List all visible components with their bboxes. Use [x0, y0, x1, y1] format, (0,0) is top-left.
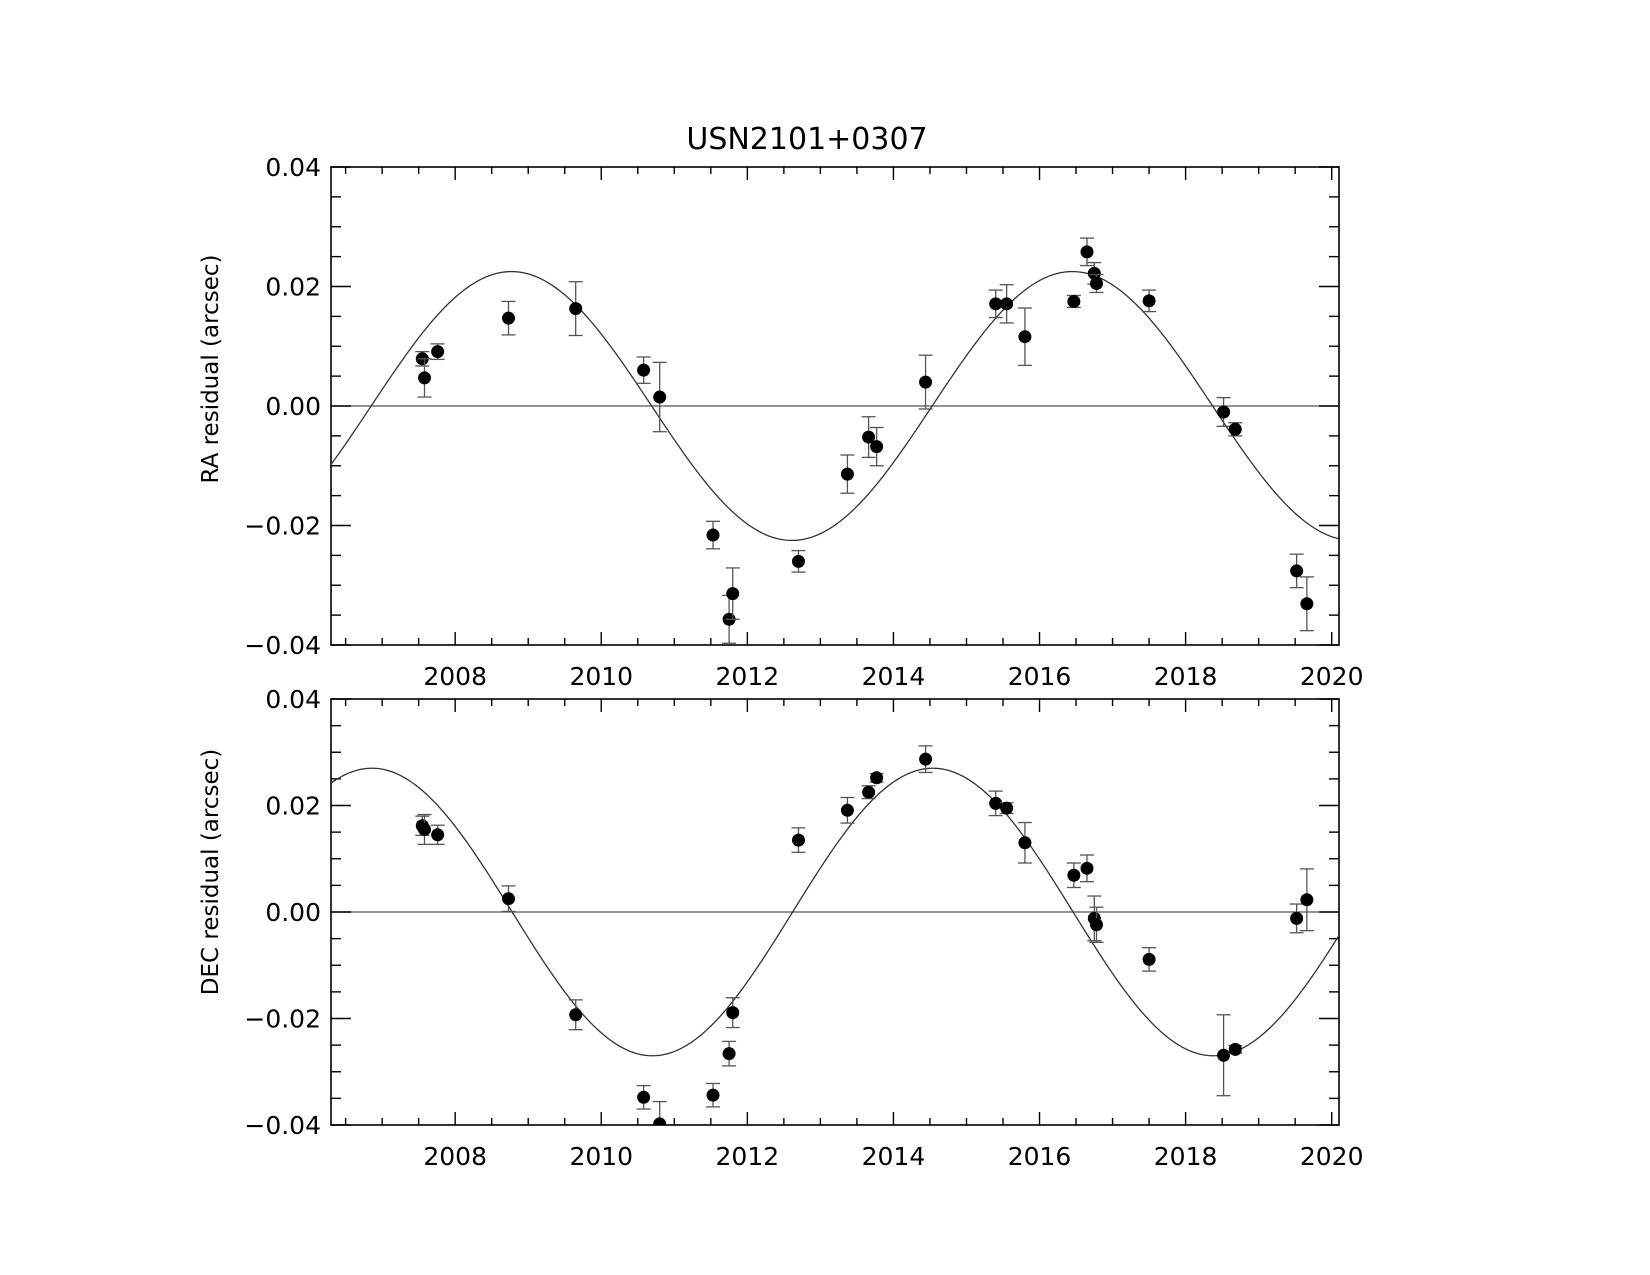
- data-point: [1089, 918, 1103, 932]
- data-point: [870, 440, 884, 454]
- ra-residual-panel: RA residual (arcsec) 2008 2010 2012 2014 201…: [198, 153, 1364, 691]
- y-tick-label: −0.02: [244, 1005, 321, 1034]
- x-tick-label: 2012: [716, 662, 780, 691]
- data-point: [569, 1008, 583, 1022]
- data-point: [569, 302, 583, 316]
- x-tick-label: 2016: [1008, 662, 1072, 691]
- data-point: [1142, 952, 1156, 966]
- data-point: [870, 771, 884, 785]
- data-point: [417, 371, 431, 385]
- y-tick-label: 0.00: [265, 898, 321, 927]
- data-point: [706, 528, 720, 542]
- data-point: [1067, 294, 1081, 308]
- data-point: [1300, 597, 1314, 611]
- data-point: [989, 297, 1003, 311]
- data-point: [791, 833, 805, 847]
- data-point: [726, 587, 740, 601]
- x-tick-label: 2010: [569, 662, 633, 691]
- y-tick-label: 0.02: [265, 273, 321, 302]
- data-point: [431, 828, 445, 842]
- y-tick-label: 0.04: [265, 685, 321, 714]
- y-tick-label: 0.00: [265, 392, 321, 421]
- y-tick-label: 0.04: [265, 153, 321, 182]
- data-point: [1290, 911, 1304, 925]
- data-point: [1089, 277, 1103, 291]
- data-point: [1142, 294, 1156, 308]
- x-tick-label: 2008: [423, 1142, 487, 1171]
- x-tick-label: 2018: [1154, 662, 1218, 691]
- data-point: [726, 1006, 740, 1020]
- x-tick-label: 2020: [1300, 1142, 1364, 1171]
- chart-title: USN2101+0307: [686, 122, 927, 157]
- x-tick-label: 2012: [716, 1142, 780, 1171]
- data-point: [706, 1088, 720, 1102]
- x-tick-label: 2016: [1008, 1142, 1072, 1171]
- data-point: [653, 1117, 667, 1125]
- x-tick-label: 2014: [862, 1142, 926, 1171]
- data-points: [415, 237, 1314, 644]
- data-point: [501, 892, 515, 906]
- model-curve: [330, 270, 1340, 542]
- data-point: [1067, 868, 1081, 882]
- data-point: [840, 467, 854, 481]
- data-point: [919, 752, 933, 766]
- data-point: [1018, 836, 1032, 850]
- data-point: [637, 1090, 651, 1104]
- y-tick-label: −0.02: [244, 512, 321, 541]
- model-curve: [330, 767, 1340, 1057]
- data-point: [637, 363, 651, 377]
- data-point: [431, 345, 445, 359]
- data-point: [1018, 330, 1032, 344]
- data-point: [1217, 405, 1231, 419]
- data-point: [1087, 266, 1101, 280]
- data-point: [653, 390, 667, 404]
- data-point: [989, 796, 1003, 810]
- data-point: [1080, 861, 1094, 875]
- y-tick-label: −0.04: [244, 631, 321, 660]
- dec-y-axis-label: DEC residual (arcsec): [198, 749, 224, 995]
- dec-residual-panel: DEC residual (arcsec) 2008 2010 2012 2014 20…: [198, 685, 1364, 1171]
- data-point: [1000, 297, 1014, 311]
- x-tick-label: 2020: [1300, 662, 1364, 691]
- x-tick-label: 2014: [862, 662, 926, 691]
- data-point: [840, 803, 854, 817]
- data-point: [1217, 1048, 1231, 1062]
- data-point: [1080, 245, 1094, 259]
- data-point: [862, 785, 876, 799]
- data-points: [415, 745, 1314, 1125]
- data-point: [417, 822, 431, 836]
- data-point: [1000, 801, 1014, 815]
- data-point: [1228, 422, 1242, 436]
- x-tick-label: 2008: [423, 662, 487, 691]
- data-point: [1228, 1042, 1242, 1056]
- data-point: [791, 554, 805, 568]
- y-tick-label: −0.04: [244, 1111, 321, 1140]
- data-point: [722, 1047, 736, 1061]
- data-point: [501, 311, 515, 325]
- ra-y-axis-label: RA residual (arcsec): [198, 255, 224, 484]
- data-point: [862, 430, 876, 444]
- x-tick-label: 2010: [569, 1142, 633, 1171]
- data-point: [1290, 564, 1304, 578]
- x-tick-label: 2018: [1154, 1142, 1218, 1171]
- data-point: [1300, 893, 1314, 907]
- data-point: [919, 375, 933, 389]
- y-tick-label: 0.02: [265, 792, 321, 821]
